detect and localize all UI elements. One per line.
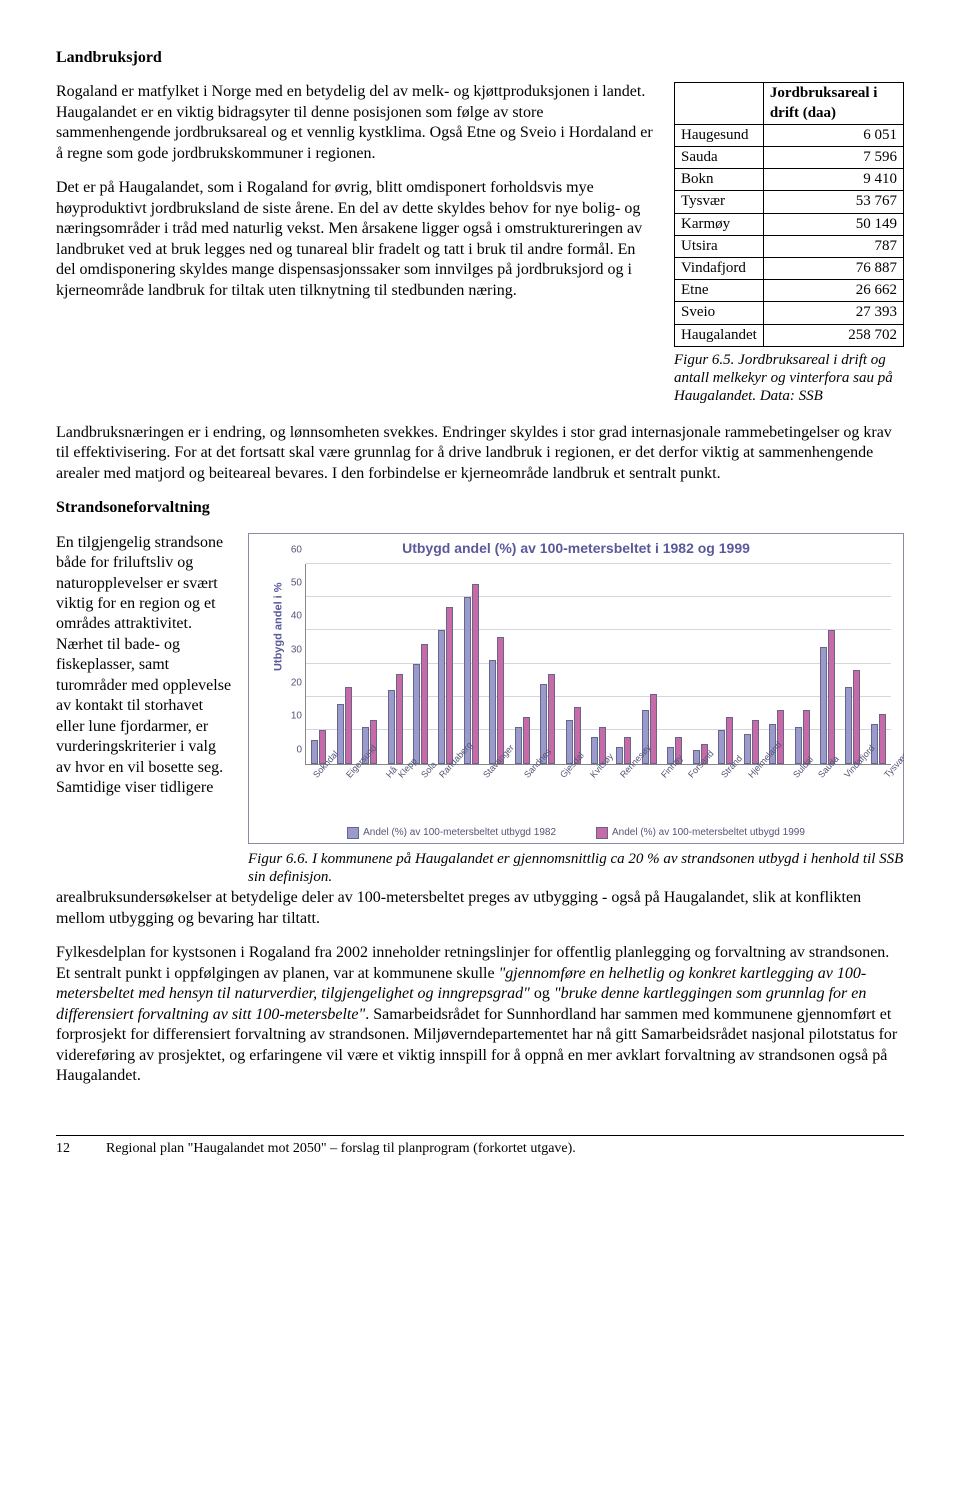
top-layout: Jordbruksareal i drift (daa) Haugesund6 …	[56, 82, 904, 410]
swatch-icon	[347, 827, 359, 839]
ytick-label: 50	[278, 578, 302, 591]
table-cell-name: Haugesund	[675, 124, 764, 146]
table-cell-name: Bokn	[675, 169, 764, 191]
table-cell-value: 258 702	[763, 324, 903, 346]
section-heading: Landbruksjord	[56, 48, 904, 68]
table-row: Bokn9 410	[675, 169, 904, 191]
paragraph: Landbruksnæringen er i endring, og lønns…	[56, 423, 904, 484]
table-cell-value: 26 662	[763, 280, 903, 302]
bar-series-a	[591, 737, 598, 764]
table-cell-value: 787	[763, 235, 903, 257]
bar-series-b	[345, 687, 352, 764]
ytick-label: 60	[278, 544, 302, 557]
chart-left-text: En tilgjengelig strandsone både for fril…	[56, 533, 234, 799]
bar-series-a	[464, 597, 471, 764]
text: og	[530, 985, 554, 1002]
ytick-label: 30	[278, 644, 302, 657]
bar-series-a	[820, 647, 827, 764]
table-cell-name: Tysvær	[675, 191, 764, 213]
chart-legend: Andel (%) av 100-metersbeltet utbygd 198…	[257, 827, 895, 840]
table-cell-value: 53 767	[763, 191, 903, 213]
footer-text: Regional plan "Haugalandet mot 2050" – f…	[106, 1140, 576, 1158]
table-row: Haugalandet258 702	[675, 324, 904, 346]
table-header-value: Jordbruksareal i drift (daa)	[763, 83, 903, 124]
bar-series-b	[752, 720, 759, 763]
table-cell-name: Karmøy	[675, 213, 764, 235]
legend-label: Andel (%) av 100-metersbeltet utbygd 199…	[612, 827, 805, 840]
bar-series-b	[421, 644, 428, 764]
section-heading: Strandsoneforvaltning	[56, 498, 904, 518]
bar-series-b	[446, 607, 453, 764]
table-cell-value: 6 051	[763, 124, 903, 146]
legend-label: Andel (%) av 100-metersbeltet utbygd 198…	[363, 827, 556, 840]
chart-section: En tilgjengelig strandsone både for fril…	[56, 533, 904, 887]
table-cell-value: 76 887	[763, 257, 903, 279]
ytick-label: 20	[278, 678, 302, 691]
table-cell-value: 9 410	[763, 169, 903, 191]
table-header-empty	[675, 83, 764, 124]
table-caption: Figur 6.5. Jordbruksareal i drift og ant…	[674, 351, 904, 405]
chart-title: Utbygd andel (%) av 100-metersbeltet i 1…	[257, 540, 895, 558]
legend-item: Andel (%) av 100-metersbeltet utbygd 199…	[596, 827, 805, 840]
bar-series-a	[311, 740, 318, 763]
bar-series-a	[413, 664, 420, 764]
table-row: Sauda7 596	[675, 147, 904, 169]
bar-chart: Utbygd andel (%) av 100-metersbeltet i 1…	[248, 533, 904, 845]
paragraph: Fylkesdelplan for kystsonen i Rogaland f…	[56, 943, 904, 1086]
bar-group	[433, 607, 458, 764]
table-row: Utsira787	[675, 235, 904, 257]
table-row: Karmøy50 149	[675, 213, 904, 235]
jordbruk-table: Jordbruksareal i drift (daa) Haugesund6 …	[674, 82, 904, 346]
table-cell-name: Utsira	[675, 235, 764, 257]
table-cell-name: Haugalandet	[675, 324, 764, 346]
page-footer: 12 Regional plan "Haugalandet mot 2050" …	[56, 1135, 904, 1158]
bar-group	[382, 674, 407, 764]
table-row: Haugesund6 051	[675, 124, 904, 146]
swatch-icon	[596, 827, 608, 839]
table-row: Sveio27 393	[675, 302, 904, 324]
table-cell-name: Etne	[675, 280, 764, 302]
chart-ylabel: Utbygd andel i %	[271, 582, 285, 671]
ytick-label: 0	[278, 744, 302, 757]
bar-series-a	[388, 690, 395, 763]
table-cell-name: Vindafjord	[675, 257, 764, 279]
bar-series-b	[828, 630, 835, 763]
table-row: Tysvær53 767	[675, 191, 904, 213]
table-cell-name: Sveio	[675, 302, 764, 324]
bar-series-b	[497, 637, 504, 764]
table-row: Etne26 662	[675, 280, 904, 302]
bar-series-a	[845, 687, 852, 764]
bar-group	[408, 644, 433, 764]
legend-item: Andel (%) av 100-metersbeltet utbygd 198…	[347, 827, 556, 840]
table-cell-value: 7 596	[763, 147, 903, 169]
bar-series-a	[744, 734, 751, 764]
chart-caption: Figur 6.6. I kommunene på Haugalandet er…	[248, 850, 904, 886]
bar-series-b	[472, 584, 479, 764]
bar-group	[815, 630, 840, 763]
table-cell-value: 50 149	[763, 213, 903, 235]
ytick-label: 40	[278, 611, 302, 624]
table-row: Vindafjord76 887	[675, 257, 904, 279]
ytick-label: 10	[278, 711, 302, 724]
bar-series-b	[396, 674, 403, 764]
bar-group	[459, 584, 484, 764]
bar-series-a	[489, 660, 496, 763]
bars-container	[306, 564, 891, 764]
table-cell-value: 27 393	[763, 302, 903, 324]
table-cell-name: Sauda	[675, 147, 764, 169]
page-number: 12	[56, 1140, 106, 1158]
bar-series-a	[438, 630, 445, 763]
table-wrap: Jordbruksareal i drift (daa) Haugesund6 …	[674, 82, 904, 404]
paragraph: arealbruksundersøkelser at betydelige de…	[56, 888, 904, 929]
bar-series-b	[853, 670, 860, 763]
